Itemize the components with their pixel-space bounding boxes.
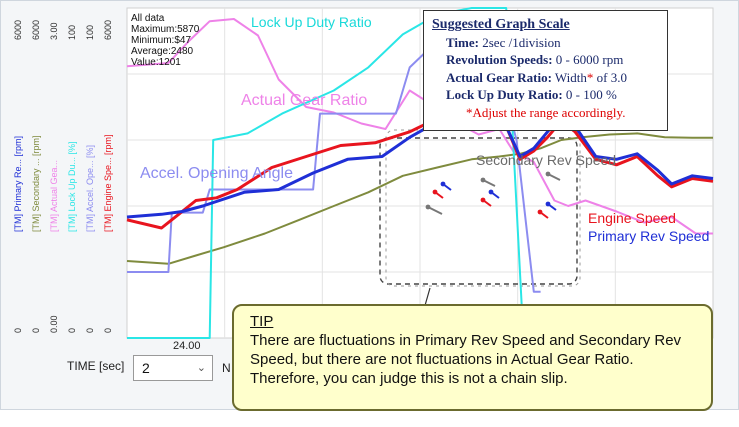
annotation-arrow-head [432,189,438,195]
annotation-arrow-head [545,171,551,177]
time-scale-select[interactable]: 2 ⌄ [133,355,213,381]
axis-column-label: [TM] Secondary ... [rpm] [31,135,41,232]
axis-bottom-tick: 0 [85,328,95,333]
suggested-scale-box: Suggested Graph Scale Time: 2sec /1divis… [423,10,668,131]
annotation-arrow-head [488,189,494,195]
label-engine-speed: Engine Speed [588,210,676,226]
annotation-arrow-head [480,197,486,203]
tip-body: There are fluctuations in Primary Rev Sp… [250,332,682,387]
axis-column-label: [TM] Lock Up Du... [%] [67,141,77,232]
stats-average: Average:2480 [131,46,194,57]
label-actual-gear-ratio: Actual Gear Ratio [241,92,368,109]
annotation-arrow-head [440,181,446,187]
axis-bottom-tick: 0 [31,328,41,333]
annotation-arrow-head [425,204,431,210]
scale-row-lockup: Lock Up Duty Ratio: 0 - 100 % [446,87,617,102]
stats-minimum: Minimum:$47 [131,35,192,46]
axis-column-label: [TM] Primary Re... [rpm] [13,136,23,232]
axis-top-tick: 3.00 [49,22,59,40]
stats-value: Value:1201 [131,57,181,68]
annotation-arrow-head [537,209,543,215]
axis-column-label: [TM] Accel. Ope... [%] [85,145,95,232]
series-line-lock-up-duty-ratio [127,7,541,339]
axis-top-tick: 100 [85,25,95,40]
axis-bottom-tick: 0 [103,328,113,333]
time-scale-value: 2 [142,360,150,376]
stats-maximum: Maximum:5870 [131,24,200,35]
chevron-down-icon: ⌄ [196,362,206,374]
scale-row-rev: Revolution Speeds: 0 - 6000 rpm [446,52,624,67]
time-label: TIME [sec] [67,359,125,373]
annotation-arrows [425,171,561,219]
scale-row-time: Time: 2sec /1division [446,34,561,50]
axis-columns: 6000 [TM] Primary Re... [rpm] 0 6000 [TM] Se… [13,20,113,333]
scale-box-title: Suggested Graph Scale [432,17,570,32]
axis-top-tick: 6000 [103,20,113,40]
tip-callout: TIP There are fluctuations in Primary Re… [232,304,713,411]
annotation-arrow [427,206,443,215]
stats-label: All data [131,13,165,24]
axis-top-tick: 6000 [13,20,23,40]
n-label: N [222,361,231,375]
axis-bottom-tick: 0 [67,328,77,333]
axis-bottom-tick: 0.00 [49,315,59,333]
label-secondary-rev-speed: Secondary Rev Speed [476,152,617,168]
series-line-secondary-rev-speed [126,132,713,265]
label-accel-opening: Accel. Opening Angle [140,165,293,182]
highlight-region [379,137,578,285]
x-tick-label: 24.00 [173,340,201,352]
tip-heading: TIP [250,313,274,330]
label-lockup-duty: Lock Up Duty Ratio [251,14,372,30]
axis-column-label: [TM] Engine Spe... [rpm] [103,134,113,232]
highlight-region-outer [385,129,581,287]
axis-top-tick: 6000 [31,20,41,40]
scale-note: *Adjust the range accordingly. [466,104,626,120]
annotation-arrow-head [545,201,551,207]
scale-row-gear: Actual Gear Ratio: Width* of 3.0 [446,69,627,85]
axis-bottom-tick: 0 [13,328,23,333]
axis-column-label: [TM] Actual Gea... [49,160,59,232]
axis-top-tick: 100 [67,25,77,40]
label-primary-rev-speed: Primary Rev Speed [588,228,710,244]
stats-panel: All data Maximum:5870 Minimum:$47 Averag… [131,13,199,68]
annotation-arrow-head [480,177,486,183]
